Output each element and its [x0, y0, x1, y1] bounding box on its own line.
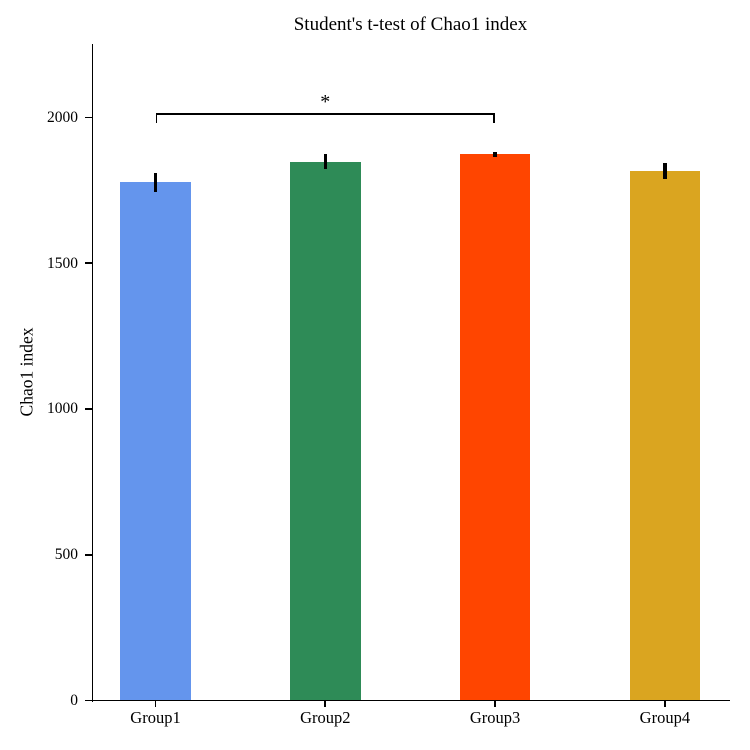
bar-Group2: [290, 161, 361, 701]
y-tick-2000: [84, 116, 92, 119]
significance-bracket-left-tick: [155, 113, 158, 124]
error-bar-Group1: [153, 173, 158, 192]
y-tick-0: [84, 699, 92, 702]
significance-bracket-right-tick: [493, 113, 496, 124]
y-tick-label-1000: 1000: [47, 400, 78, 418]
x-tick-label-Group2: Group2: [300, 708, 351, 727]
y-tick-500: [84, 553, 92, 556]
error-bar-Group2: [323, 154, 327, 170]
y-tick-label-2000: 2000: [47, 108, 78, 126]
x-tick-Group3: [494, 701, 496, 708]
x-tick-Group1: [154, 701, 157, 708]
bar-Group4: [629, 170, 701, 701]
y-tick-1000: [84, 408, 92, 410]
significance-bracket-line: [155, 113, 496, 116]
error-bar-Group4: [663, 162, 667, 179]
bar-Group3: [459, 154, 531, 701]
x-tick-label-Group1: Group1: [130, 708, 181, 727]
significance-label: *: [320, 91, 331, 114]
x-axis-spine: [91, 699, 730, 702]
y-tick-1500: [84, 262, 92, 265]
y-axis-spine: [91, 44, 94, 702]
y-tick-label-500: 500: [54, 546, 78, 564]
x-tick-label-Group4: Group4: [639, 708, 691, 727]
x-tick-Group2: [324, 701, 327, 708]
bar-Group1: [120, 182, 191, 701]
error-bar-Group3: [493, 152, 497, 157]
y-tick-label-1500: 1500: [47, 254, 78, 272]
x-tick-Group4: [664, 701, 666, 708]
x-tick-label-Group3: Group3: [469, 708, 521, 727]
y-tick-label-0: 0: [70, 692, 78, 709]
chart-title: Student's t-test of Chao1 index: [293, 14, 528, 35]
